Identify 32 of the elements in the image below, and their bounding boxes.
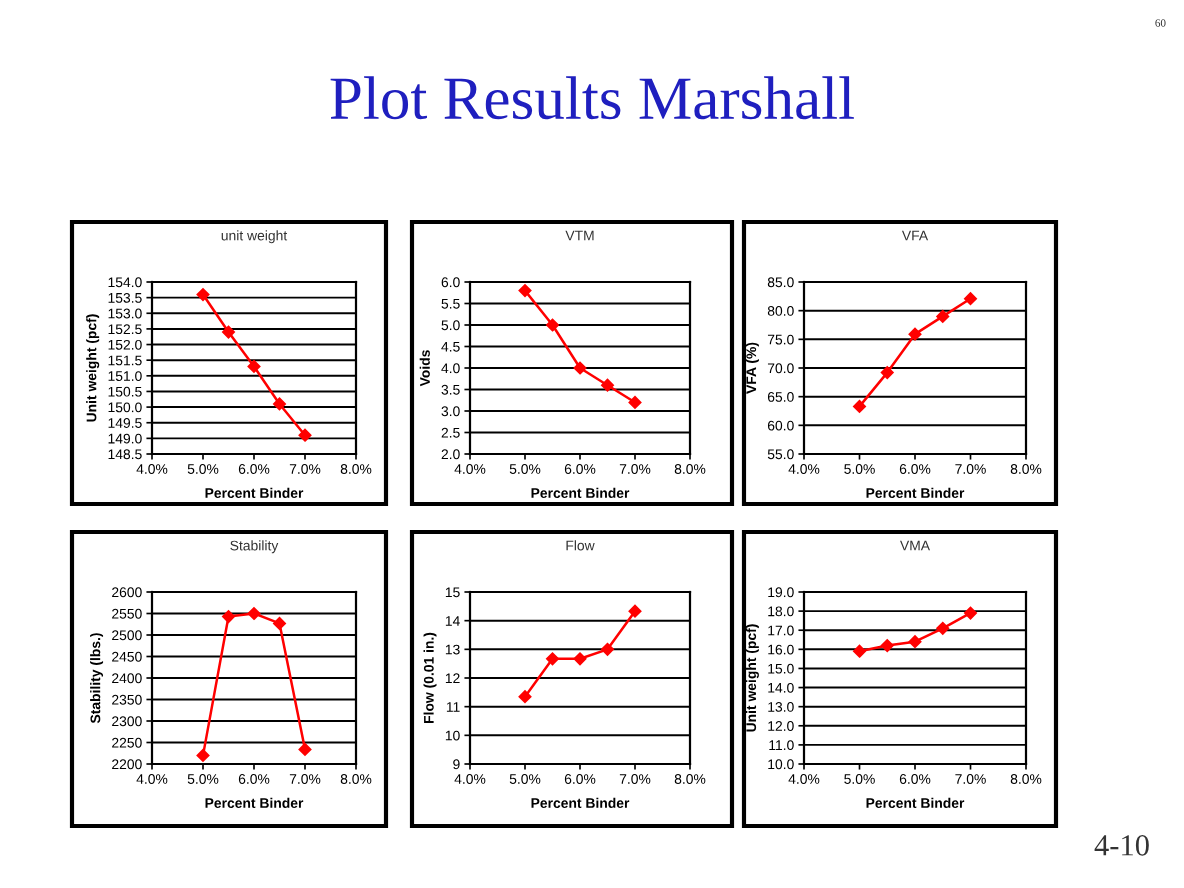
point [222, 325, 235, 339]
point [298, 428, 312, 442]
point [247, 360, 261, 373]
point [936, 310, 950, 323]
point [628, 396, 642, 409]
point [573, 361, 587, 375]
point [601, 643, 614, 656]
point [908, 327, 922, 341]
point [298, 743, 312, 756]
point [573, 652, 587, 666]
point [196, 288, 210, 301]
text: Plot Results Marshall [330, 76, 854, 120]
point [908, 635, 922, 648]
point [518, 284, 532, 297]
point [853, 400, 866, 413]
point [936, 622, 950, 635]
point [546, 318, 559, 332]
point [880, 366, 894, 379]
point [964, 292, 977, 305]
text: 4-10 [1094, 835, 1149, 856]
point [628, 604, 642, 618]
point [273, 397, 286, 411]
point [964, 606, 977, 620]
point [196, 749, 210, 762]
point [518, 690, 532, 703]
point [853, 644, 866, 658]
point [546, 652, 559, 666]
point [601, 378, 614, 392]
point [247, 607, 261, 620]
point [880, 639, 894, 652]
point [273, 617, 286, 630]
point [222, 610, 235, 623]
